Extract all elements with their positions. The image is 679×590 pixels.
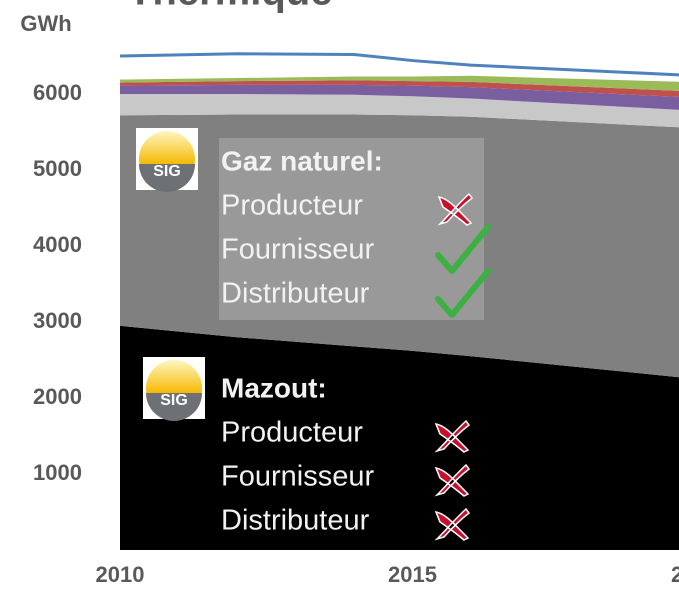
- annotation-box: [219, 138, 484, 320]
- logo-base: [139, 164, 195, 192]
- annotation-item: Producteur: [221, 417, 363, 449]
- x-tick-label: 2: [671, 562, 679, 587]
- y-tick-label: 1000: [33, 460, 82, 485]
- annotation-item: Fournisseur: [221, 461, 374, 493]
- status-no: [434, 463, 471, 497]
- annotation-title: Gaz naturel:: [221, 145, 383, 176]
- y-tick-label: 4000: [33, 232, 82, 257]
- annotation: Gaz naturel: Producteur Fournisseur Distrib…: [219, 138, 491, 320]
- annotation-item: Distributeur: [221, 505, 370, 537]
- logo: SIG: [143, 357, 205, 421]
- y-tick-label: 5000: [33, 156, 82, 181]
- area: [120, 75, 679, 91]
- annotation-item: Distributeur: [221, 278, 370, 310]
- logo-text: SIG: [153, 163, 181, 180]
- y-tick-label: 2000: [33, 384, 82, 409]
- status-yes: [435, 268, 491, 318]
- x-tick-label: 2010: [96, 562, 145, 587]
- logo-text: SIG: [160, 392, 188, 409]
- status-no: [437, 192, 474, 226]
- annotation-title: Mazout:: [221, 372, 327, 403]
- chart-title: Thermique: [128, 0, 332, 14]
- x-tick-label: 2015: [388, 562, 437, 587]
- status-no: [434, 419, 471, 453]
- status-no: [434, 507, 471, 541]
- annotation-item: Fournisseur: [221, 234, 374, 266]
- status-yes: [435, 224, 491, 274]
- area: [120, 80, 679, 97]
- area: [120, 84, 679, 110]
- logo: SIG: [136, 128, 198, 192]
- annotations: Gaz naturel: Producteur Fournisseur Distrib…: [136, 128, 491, 548]
- logo-base: [146, 393, 202, 421]
- line: [119, 52, 679, 77]
- area: [120, 94, 679, 128]
- y-tick-label: 3000: [33, 308, 82, 333]
- y-tick-label: 6000: [33, 80, 82, 105]
- annotation-item: Producteur: [221, 190, 363, 222]
- annotation: Mazout: Producteur Fournisseur Distributeur: [219, 368, 484, 548]
- y-axis-label: GWh: [20, 11, 71, 36]
